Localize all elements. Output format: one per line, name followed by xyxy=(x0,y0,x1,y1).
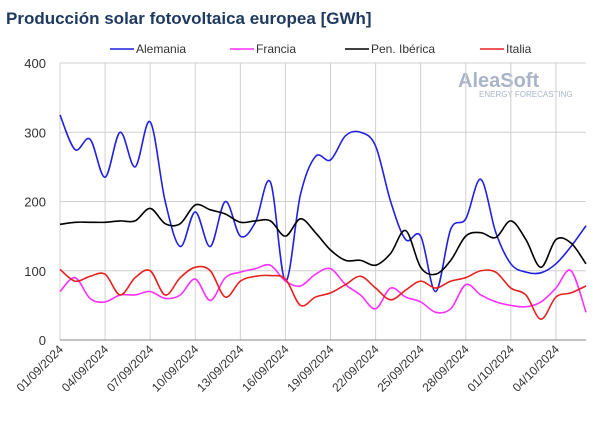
y-tick-label: 0 xyxy=(39,333,46,348)
series-line xyxy=(59,263,587,314)
y-tick-label: 200 xyxy=(24,195,46,210)
x-tick-label: 22/09/2024 xyxy=(329,342,382,395)
x-tick-label: 19/09/2024 xyxy=(284,342,337,395)
chart-title: Producción solar fotovoltaica europea [G… xyxy=(6,9,372,28)
x-tick-label: 07/09/2024 xyxy=(104,342,157,395)
series-line xyxy=(59,203,587,276)
legend-label: Alemania xyxy=(136,42,186,56)
x-tick-label: 10/09/2024 xyxy=(149,342,202,395)
x-tick-label: 28/09/2024 xyxy=(420,342,473,395)
series-line xyxy=(59,265,587,321)
y-tick-label: 100 xyxy=(24,264,46,279)
x-tick-label: 01/09/2024 xyxy=(14,342,67,395)
legend-label: Pen. Ibérica xyxy=(371,42,435,56)
logo: AleaSoft xyxy=(458,70,539,92)
series-line xyxy=(59,114,587,293)
x-tick-label: 01/10/2024 xyxy=(465,342,518,395)
x-tick-label: 13/09/2024 xyxy=(194,342,247,395)
y-tick-label: 400 xyxy=(24,56,46,71)
legend-label: Francia xyxy=(256,42,296,56)
x-tick-label: 16/09/2024 xyxy=(239,342,292,395)
x-tick-label: 25/09/2024 xyxy=(374,342,427,395)
y-tick-label: 300 xyxy=(24,125,46,140)
x-tick-label: 04/10/2024 xyxy=(510,342,563,395)
legend-label: Italia xyxy=(506,42,532,56)
x-tick-label: 04/09/2024 xyxy=(59,342,112,395)
logo-subtitle: ENERGY FORECASTING xyxy=(479,90,573,99)
